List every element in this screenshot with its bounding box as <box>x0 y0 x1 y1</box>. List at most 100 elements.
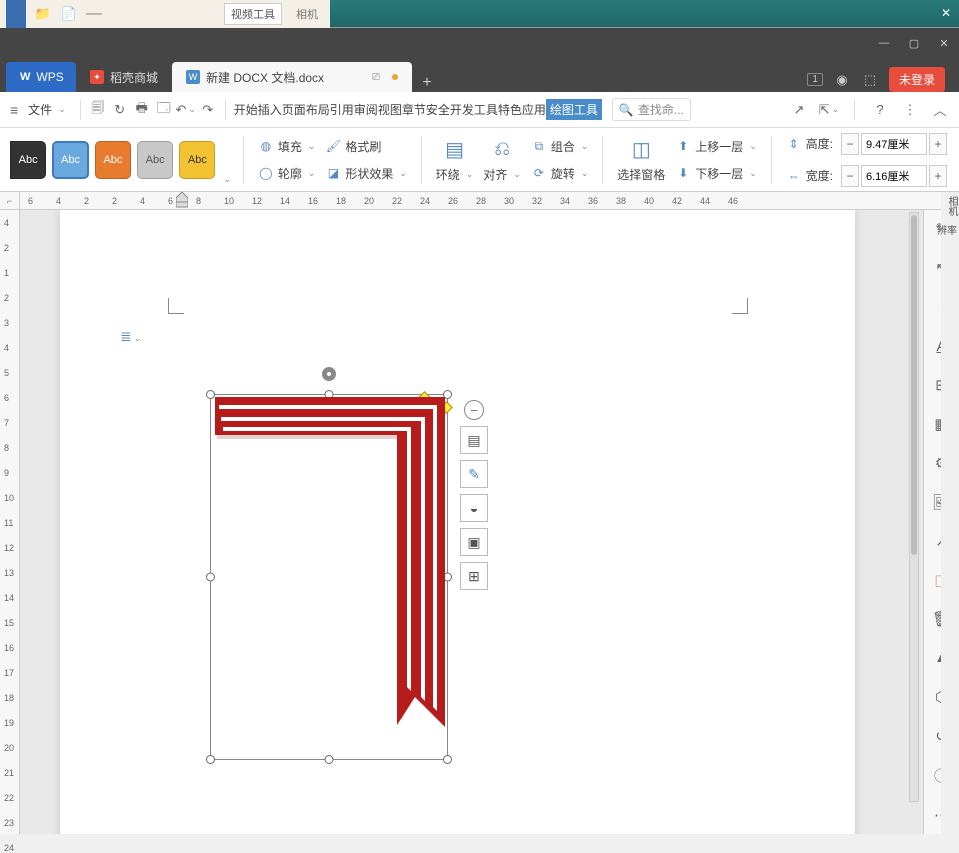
window-maximize-button[interactable]: ▢ <box>907 36 921 50</box>
scroll-thumb[interactable] <box>911 215 917 555</box>
login-button[interactable]: 未登录 <box>889 67 945 92</box>
style-swatch-4[interactable]: Abc <box>137 141 173 179</box>
vertical-ruler[interactable]: 4212345678910111213141516171819202122232… <box>0 210 20 834</box>
print-preview-icon[interactable]: 🗔 <box>155 101 173 119</box>
menu-insert[interactable]: 插入 <box>258 99 282 120</box>
page-area[interactable]: ≣⌄ <box>20 210 959 834</box>
os-tab-1[interactable]: 视频工具 <box>224 3 282 25</box>
width-input[interactable] <box>861 165 927 187</box>
menu-start[interactable]: 开始 <box>234 99 258 120</box>
drawn-shape[interactable] <box>211 395 449 761</box>
move-down-button[interactable]: ⬇下移一层⌄ <box>673 163 759 184</box>
window-minimize-button[interactable]: — <box>877 36 891 50</box>
menu-view[interactable]: 视图 <box>378 99 402 120</box>
context-fill-button[interactable]: ◒ <box>460 494 488 522</box>
context-collapse-button[interactable]: − <box>464 400 484 420</box>
style-expand[interactable]: ⌄ <box>223 174 231 185</box>
menu-security[interactable]: 安全 <box>426 99 450 120</box>
width-minus[interactable]: − <box>841 165 859 187</box>
os-tab-2[interactable]: 相机 <box>290 4 324 24</box>
brush-icon: 🖌 <box>325 138 341 154</box>
height-input[interactable] <box>861 133 927 155</box>
menu-icon[interactable]: ≡ <box>10 102 18 118</box>
word-doc-icon: W <box>186 70 200 84</box>
tab-wps-home[interactable]: W WPS <box>6 62 76 92</box>
shape-effect-button[interactable]: ◪形状效果⌄ <box>323 163 409 184</box>
context-layout-button[interactable]: ▤ <box>460 426 488 454</box>
style-swatch-3[interactable]: Abc <box>95 141 131 179</box>
tab-daoke[interactable]: ✦ 稻壳商城 <box>76 62 172 92</box>
wrap-icon[interactable]: ▤ <box>442 134 468 164</box>
redo-icon[interactable]: ↷ <box>199 101 217 119</box>
width-plus[interactable]: + <box>929 165 947 187</box>
menu-chapter[interactable]: 章节 <box>402 99 426 120</box>
select-pane-icon[interactable]: ◫ <box>628 134 654 164</box>
context-edit-button[interactable]: ✎ <box>460 460 488 488</box>
skin-icon[interactable]: ◉ <box>833 71 851 89</box>
os-title-bar: 📁 📄 — 视频工具 相机 ✕ <box>0 0 959 28</box>
rotation-handle[interactable] <box>322 367 336 381</box>
style-swatch-5[interactable]: Abc <box>179 141 215 179</box>
align-icon[interactable]: ⎌ <box>489 134 515 164</box>
more-icon[interactable]: ⋮ <box>901 101 919 119</box>
page-options-icon[interactable]: ≣⌄ <box>120 328 141 346</box>
align-button[interactable]: 对齐⌄ <box>481 164 523 185</box>
notification-badge[interactable]: 1 <box>807 73 823 86</box>
gift-icon[interactable]: ⬚ <box>861 71 879 89</box>
sync-icon[interactable]: ↻ <box>111 101 129 119</box>
collapse-ribbon-icon[interactable]: ︿ <box>931 101 949 119</box>
tab-wps-label: WPS <box>36 70 63 84</box>
horizontal-ruler[interactable]: ⌐ 64224681012141618202224262830323436384… <box>0 192 959 210</box>
context-more-button[interactable]: ⊞ <box>460 562 488 590</box>
file-menu-button[interactable]: 文件⌄ <box>22 98 72 121</box>
shape-context-toolbar: − ▤ ✎ ◒ ▣ ⊞ <box>460 400 488 590</box>
selected-shape-bbox[interactable] <box>210 394 448 760</box>
ribbon-drawing-tools: Abc Abc Abc Abc Abc ⌄ ◍填充⌄ ◯轮廓⌄ 🖌格式刷 ◪形状… <box>0 128 959 192</box>
style-swatch-1[interactable]: Abc <box>10 141 46 179</box>
doc-icon[interactable]: 📄 <box>60 5 78 23</box>
folder-icon[interactable]: 📁 <box>34 5 52 23</box>
tab-active-document[interactable]: W 新建 DOCX 文档.docx ⎚ <box>172 62 412 92</box>
context-outline-button[interactable]: ▣ <box>460 528 488 556</box>
effect-icon: ◪ <box>325 165 341 181</box>
wrap-button[interactable]: 环绕⌄ <box>434 164 476 185</box>
outline-icon: ◯ <box>258 165 274 181</box>
menu-layout[interactable]: 页面布局 <box>282 99 330 120</box>
move-up-button[interactable]: ⬆上移一层⌄ <box>673 136 759 157</box>
undo-icon[interactable]: ↶⌄ <box>177 101 195 119</box>
width-icon: ⇔ <box>786 168 802 184</box>
tab-pin-icon[interactable]: ⎚ <box>372 72 380 83</box>
menu-ref[interactable]: 引用 <box>330 99 354 120</box>
height-minus[interactable]: − <box>841 133 859 155</box>
print-icon[interactable]: 🖶 <box>133 101 151 119</box>
menu-dev[interactable]: 开发工具 <box>450 99 498 120</box>
outline-button[interactable]: ◯轮廓⌄ <box>256 163 318 184</box>
indent-marker[interactable] <box>176 192 186 208</box>
format-brush-button[interactable]: 🖌格式刷 <box>323 136 409 157</box>
height-control: ⇕ 高度: − + <box>784 131 949 157</box>
share-icon[interactable]: ↗ <box>790 101 808 119</box>
command-search[interactable]: 🔍 查找命... <box>612 98 691 121</box>
app-titlebar: — ▢ ✕ <box>0 28 959 58</box>
group-button[interactable]: ⧉组合⌄ <box>529 136 591 157</box>
window-close-button[interactable]: ✕ <box>937 36 951 50</box>
help-icon[interactable]: ? <box>871 101 889 119</box>
save-icon[interactable]: 🗐 <box>89 101 107 119</box>
style-swatch-2[interactable]: Abc <box>52 141 89 179</box>
select-pane-button[interactable]: 选择窗格 <box>615 164 667 185</box>
os-close-icon[interactable]: ✕ <box>937 4 955 22</box>
rotate-button[interactable]: ⟳旋转⌄ <box>529 163 591 184</box>
fill-button[interactable]: ◍填充⌄ <box>256 136 318 157</box>
menu-drawing-tools[interactable]: 绘图工具 <box>546 99 602 120</box>
export-icon[interactable]: ⇱⌄ <box>820 101 838 119</box>
document-page[interactable]: ≣⌄ <box>60 210 855 834</box>
height-plus[interactable]: + <box>929 133 947 155</box>
menu-feature[interactable]: 特色应用 <box>498 99 546 120</box>
far-right-strip: 相机 <box>941 192 959 834</box>
tab-active-label: 新建 DOCX 文档.docx <box>206 69 324 86</box>
menu-review[interactable]: 审阅 <box>354 99 378 120</box>
new-tab-button[interactable]: + <box>412 74 442 92</box>
vertical-scrollbar[interactable] <box>909 212 919 802</box>
width-control: ⇔ 宽度: − + <box>784 163 949 189</box>
os-app-icon[interactable] <box>6 0 26 28</box>
